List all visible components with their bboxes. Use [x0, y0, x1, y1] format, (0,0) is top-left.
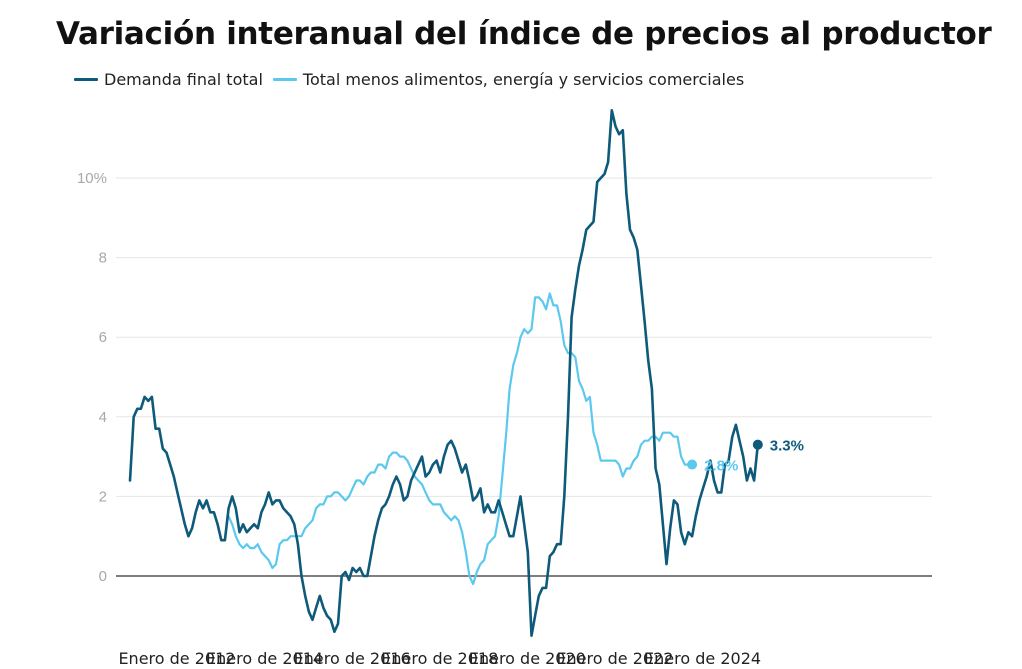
series-lines	[128, 109, 760, 638]
chart-title: Variación interanual del índice de preci…	[56, 16, 992, 52]
y-axis-ticks: 0 2 4 6 8 10%	[77, 170, 107, 585]
y-tick-label-10: 10%	[77, 170, 107, 187]
y-tick-label-8: 8	[99, 250, 107, 267]
legend-item-series-1: Demanda final total	[74, 70, 263, 89]
y-tick-label-4: 4	[99, 409, 107, 426]
legend-item-series-2: Total menos alimentos, energía y servici…	[272, 69, 745, 89]
legend: Demanda final total Total menos alimento…	[74, 68, 754, 90]
series-end-marker-2	[687, 459, 698, 470]
y-tick-label-6: 6	[99, 329, 107, 346]
legend-swatch-series-1	[74, 77, 98, 81]
x-tick-label-3: Enero de 2018	[381, 649, 498, 668]
series-end-label-1: 3.3%	[770, 438, 804, 455]
series-end-markers: 3.3% 2.8%	[687, 438, 804, 475]
legend-swatch-series-2	[272, 77, 297, 81]
x-tick-label-1: Enero de 2014	[206, 649, 323, 668]
series-end-label-2: 2.8%	[704, 458, 738, 475]
legend-label-series-1: Demanda final total	[104, 69, 263, 89]
series-line-1	[128, 109, 760, 638]
x-tick-label-4: Enero de 2020	[469, 649, 586, 668]
x-tick-label-6: Enero de 2024	[644, 649, 761, 668]
series-line-2	[227, 292, 694, 586]
grid-lines	[116, 177, 932, 577]
y-tick-label-0: 0	[99, 568, 107, 585]
x-tick-label-0: Enero de 2012	[118, 649, 235, 668]
x-tick-label-2: Enero de 2016	[294, 649, 411, 668]
legend-label-series-2: Total menos alimentos, energía y servici…	[302, 69, 745, 89]
x-tick-label-5: Enero de 2022	[556, 649, 673, 668]
series-end-marker-1	[752, 439, 763, 450]
y-tick-label-2: 2	[99, 488, 107, 505]
